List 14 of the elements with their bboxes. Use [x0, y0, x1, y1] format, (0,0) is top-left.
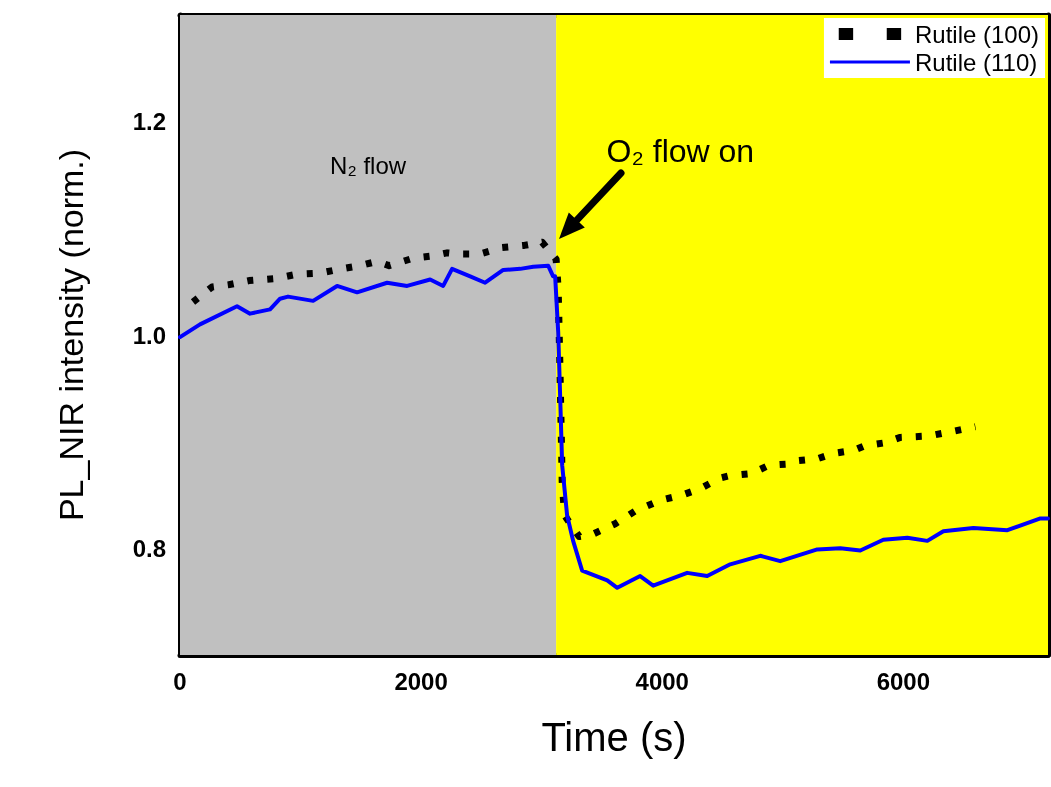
x-axis-title: Time (s)	[541, 715, 687, 759]
x-tick-label: 0	[173, 667, 187, 695]
y-tick-label: 1.2	[132, 108, 166, 136]
x-tick-label: 2000	[394, 667, 448, 695]
legend-label: Rutile (100)	[914, 20, 1040, 48]
x-tick-label: 4000	[635, 667, 689, 695]
x-tick-label: 6000	[876, 667, 931, 695]
y-axis-title: PL_NIR intensity (norm.)	[52, 148, 90, 522]
y-tick-label: 1.0	[132, 321, 166, 349]
band-label: N₂ flow	[330, 151, 407, 179]
y-tick-label: 0.8	[132, 534, 166, 562]
annotation: O₂ flow on	[606, 133, 755, 169]
legend-label: Rutile (110)	[914, 48, 1038, 76]
line-series	[178, 263, 1050, 590]
